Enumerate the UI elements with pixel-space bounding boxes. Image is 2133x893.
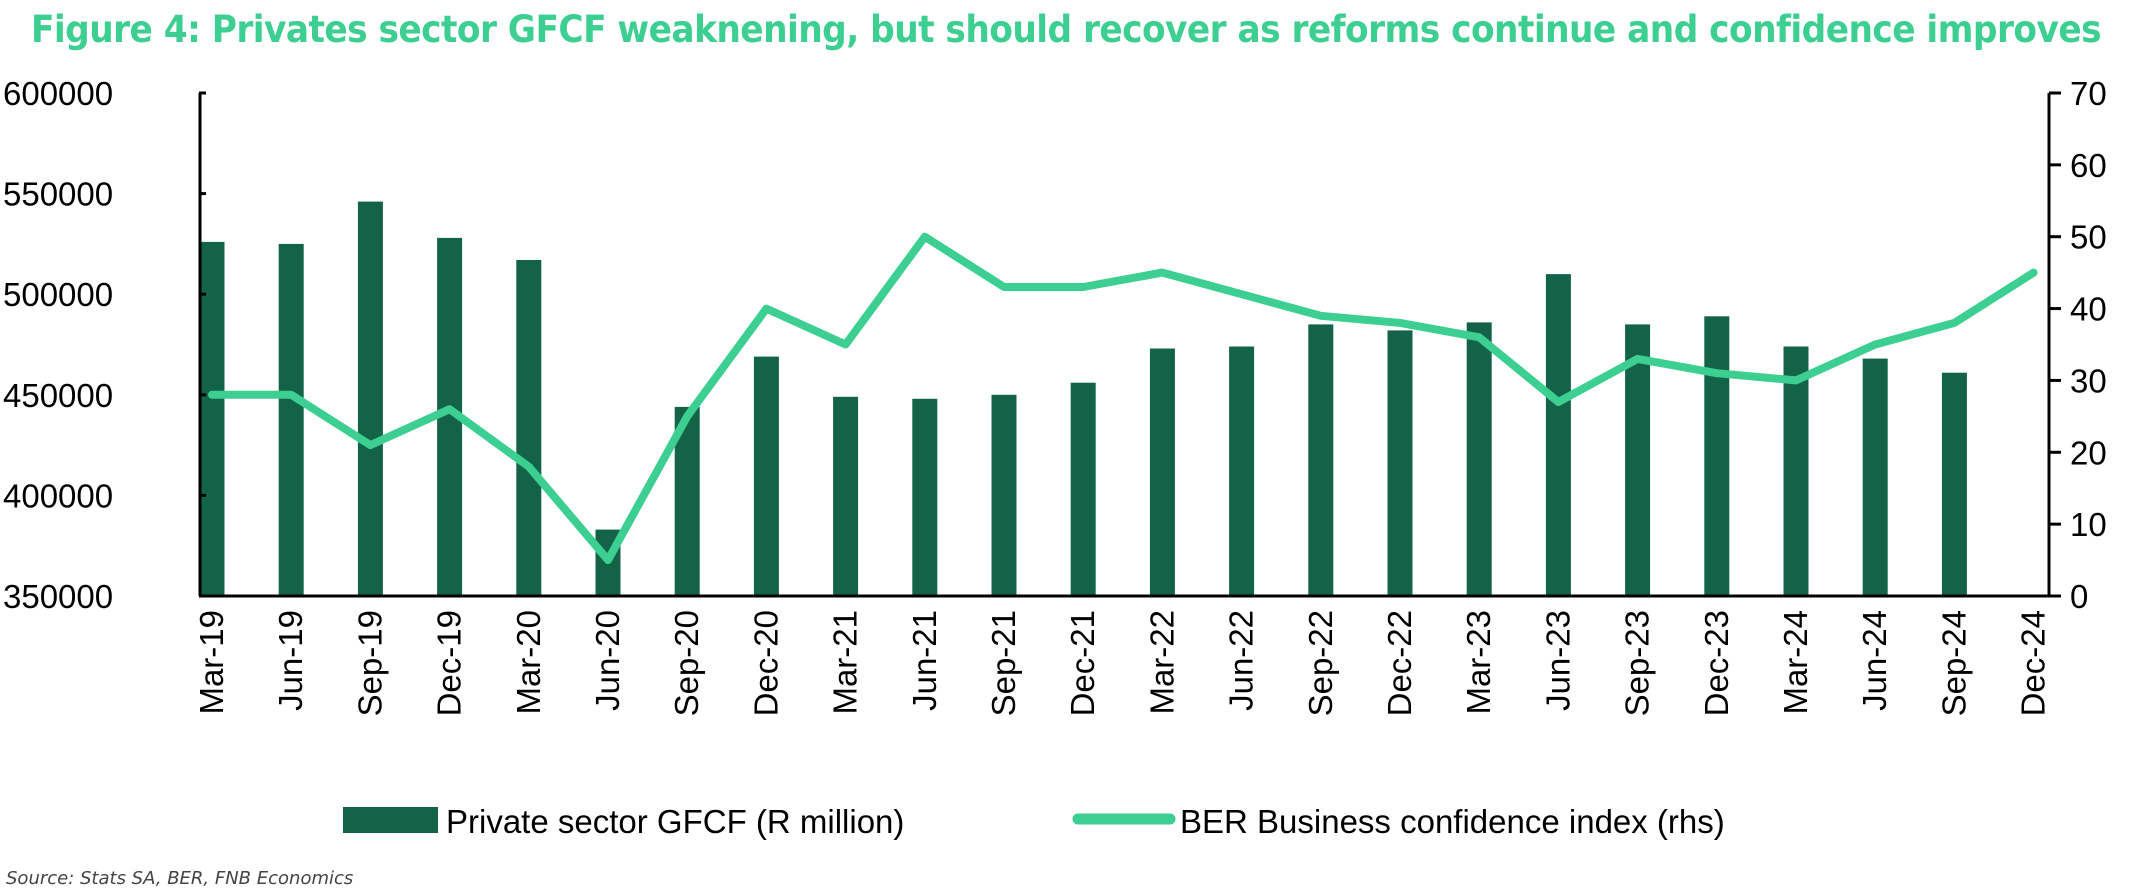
x-tick-label: Sep-21 xyxy=(985,610,1022,716)
chart-title: Figure 4: Privates sector GFCF weaknenin… xyxy=(31,8,2101,51)
x-tick-label: Mar-22 xyxy=(1143,610,1180,715)
bars-series xyxy=(199,201,1967,596)
right-tick-label: 20 xyxy=(2070,434,2107,471)
x-tick-label: Mar-20 xyxy=(510,610,547,715)
bar-Dec-23 xyxy=(1704,316,1730,596)
legend-bar-swatch xyxy=(343,807,438,833)
right-tick-label: 40 xyxy=(2070,291,2107,328)
left-tick-label: 450000 xyxy=(3,377,113,414)
x-tick-label: Mar-24 xyxy=(1777,610,1814,715)
x-tick-label: Jun-19 xyxy=(272,610,309,711)
bar-Mar-20 xyxy=(516,260,542,596)
x-tick-label: Dec-24 xyxy=(2015,610,2052,716)
x-tick-label: Mar-19 xyxy=(193,610,230,715)
x-tick-label: Jun-24 xyxy=(1856,610,1893,711)
x-tick-label: Sep-22 xyxy=(1302,610,1339,716)
x-tick-label: Jun-20 xyxy=(589,610,626,711)
left-tick-label: 400000 xyxy=(3,477,113,514)
right-tick-label: 0 xyxy=(2070,578,2088,615)
bar-Sep-24 xyxy=(1941,372,1967,596)
x-tick-label: Dec-20 xyxy=(747,610,784,716)
legend-bar-label: Private sector GFCF (R million) xyxy=(446,803,904,840)
right-tick-label: 60 xyxy=(2070,147,2107,184)
x-tick-label: Jun-22 xyxy=(1223,610,1260,711)
x-tick-label: Sep-24 xyxy=(1935,610,1972,716)
x-tick-label: Jun-21 xyxy=(906,610,943,711)
plot-area: 350000 400000 450000 500000 550000 600000 0 10… xyxy=(3,75,2107,716)
x-tick-label: Dec-23 xyxy=(1698,610,1735,716)
legend: Private sector GFCF (R million) BER Busi… xyxy=(343,803,1725,840)
bar-Mar-22 xyxy=(1149,348,1175,596)
x-tick-label: Sep-20 xyxy=(668,610,705,716)
left-tick-label: 550000 xyxy=(3,176,113,213)
source-note: Source: Stats SA, BER, FNB Economics xyxy=(6,868,353,889)
bar-Sep-19 xyxy=(357,201,383,596)
x-tick-label: Dec-21 xyxy=(1064,610,1101,716)
bar-Jun-19 xyxy=(278,243,304,596)
right-tick-label: 30 xyxy=(2070,362,2107,399)
left-tick-label: 600000 xyxy=(3,75,113,112)
x-tick-label: Dec-22 xyxy=(1381,610,1418,716)
bar-Mar-19 xyxy=(199,241,225,596)
bar-Mar-24 xyxy=(1783,346,1809,596)
bar-Sep-22 xyxy=(1308,324,1334,596)
right-tick-label: 50 xyxy=(2070,219,2107,256)
bar-Mar-21 xyxy=(833,396,859,596)
bar-Dec-21 xyxy=(1070,382,1096,596)
x-tick-label: Sep-23 xyxy=(1619,610,1656,716)
left-tick-label: 350000 xyxy=(3,578,113,615)
bar-Sep-21 xyxy=(991,394,1017,596)
line-series xyxy=(208,232,2038,565)
bar-Sep-23 xyxy=(1625,324,1651,596)
axes xyxy=(198,93,2051,598)
right-tick-label: 10 xyxy=(2070,506,2107,543)
bar-Dec-20 xyxy=(753,356,779,596)
x-tick-label: Dec-19 xyxy=(431,610,468,716)
bar-Jun-24 xyxy=(1862,358,1888,596)
x-tick-labels: Mar-19 Jun-19 Sep-19 Dec-19 Mar-20 Jun-20 Sep-… xyxy=(193,610,2052,716)
left-tick-label: 500000 xyxy=(3,276,113,313)
x-tick-label: Mar-23 xyxy=(1460,610,1497,715)
right-y-tick-labels: 0 10 20 30 40 50 60 70 xyxy=(2049,75,2107,615)
bar-Dec-22 xyxy=(1387,330,1413,596)
x-tick-label: Sep-19 xyxy=(351,610,388,716)
right-tick-label: 70 xyxy=(2070,75,2107,112)
bar-Jun-22 xyxy=(1229,346,1255,596)
bar-Jun-23 xyxy=(1545,274,1571,596)
left-y-tick-labels: 350000 400000 450000 500000 550000 600000 xyxy=(3,75,206,615)
confidence-line xyxy=(208,232,2038,565)
bar-Jun-21 xyxy=(912,398,938,596)
x-tick-label: Mar-21 xyxy=(827,610,864,715)
x-tick-label: Jun-23 xyxy=(1539,610,1576,711)
bar-Mar-23 xyxy=(1466,322,1492,596)
legend-line-label: BER Business confidence index (rhs) xyxy=(1180,803,1725,840)
